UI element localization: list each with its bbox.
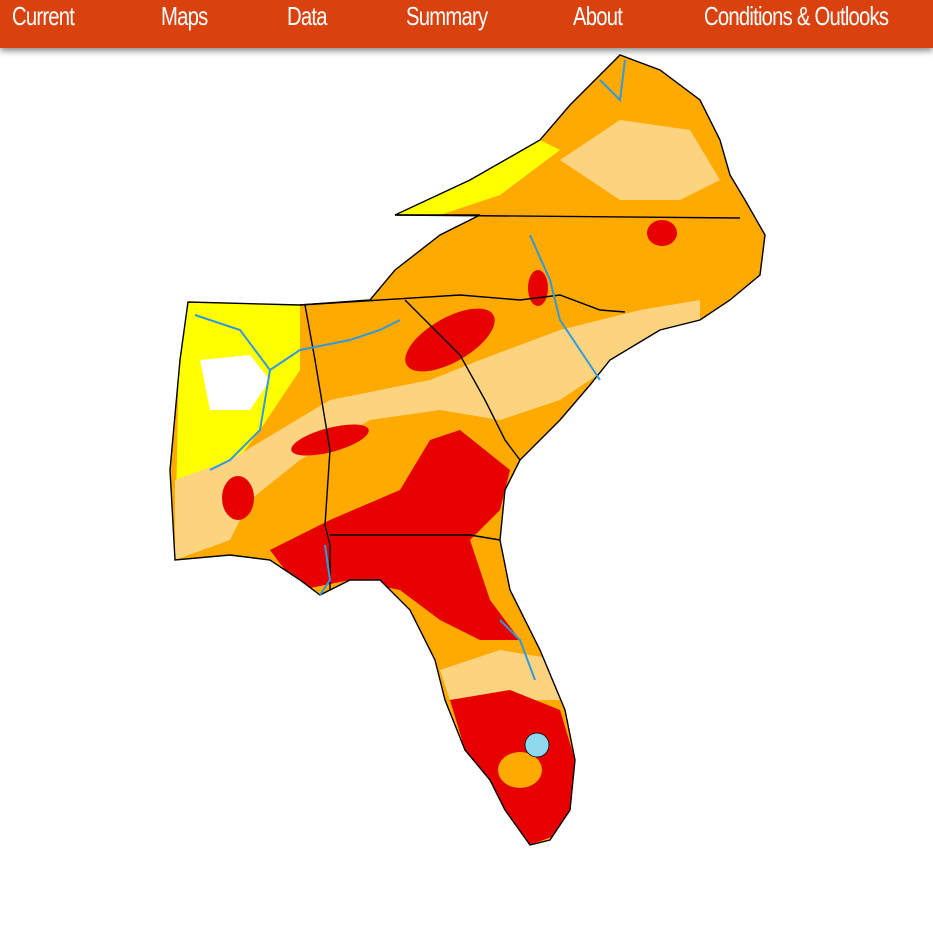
nav-link[interactable]: Conditions & Outlooks [704,1,889,31]
river [269,319,401,371]
extreme-drought [647,220,677,246]
severe-drought [498,752,542,788]
region-outline [169,54,766,846]
state-borders [169,54,766,846]
no-drought [200,355,270,410]
river [529,234,601,381]
nav-link[interactable]: Current [12,1,75,31]
river [599,59,626,103]
border [299,294,626,313]
nav-bar: Current Maps Data Summary About Conditio… [0,0,933,48]
river [499,619,536,681]
moderate-drought [440,650,560,700]
drought-areas [170,55,765,845]
river [194,314,272,471]
extreme-drought [222,476,254,520]
border [404,299,521,461]
drought-map [169,54,766,846]
extreme-drought [528,270,548,306]
extreme-drought [405,308,495,372]
nav-link[interactable]: Data [287,1,327,31]
nav-link[interactable]: Maps [161,1,208,31]
lake [524,732,550,758]
extreme-drought [291,424,369,456]
nav-link[interactable]: About [573,1,623,31]
rivers [194,59,626,681]
border [330,534,501,541]
border [394,214,741,219]
moderate-drought [175,300,700,560]
moderate-drought [560,120,720,200]
river [319,544,332,596]
nav-link[interactable]: Summary [406,1,488,31]
border [304,304,331,590]
